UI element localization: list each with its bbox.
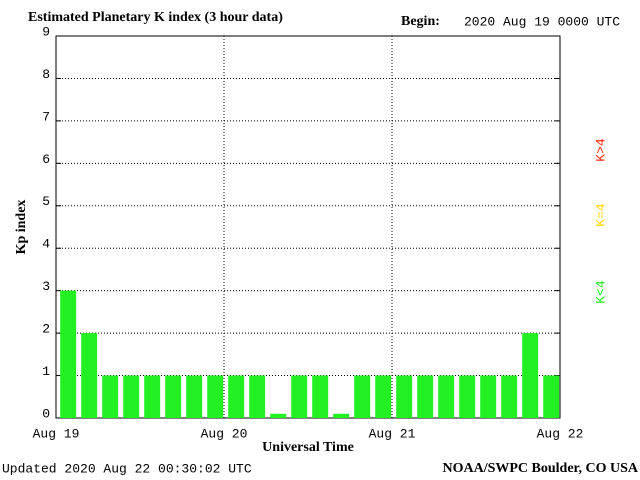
x-tick-label: Aug 20 <box>201 426 248 441</box>
begin-value: 2020 Aug 19 0000 UTC <box>464 14 620 29</box>
bar <box>438 375 455 418</box>
y-tick-label: 6 <box>42 152 50 167</box>
y-tick-label: 8 <box>42 67 50 82</box>
bar <box>375 375 392 418</box>
bar <box>291 375 308 418</box>
bar <box>312 375 329 418</box>
bar <box>522 333 539 418</box>
bar <box>501 375 518 418</box>
bar <box>543 375 560 418</box>
y-tick-label: 9 <box>42 24 50 39</box>
y-tick-label: 7 <box>42 109 50 124</box>
chart-title: Estimated Planetary K index (3 hour data… <box>28 10 283 25</box>
y-tick-label: 0 <box>42 406 50 421</box>
bar <box>123 375 140 418</box>
y-axis-label: Kp index <box>14 200 29 255</box>
bar <box>396 375 413 418</box>
x-axis-label: Universal Time <box>262 440 354 455</box>
bar <box>165 375 182 418</box>
x-tick-label: Aug 21 <box>369 426 416 441</box>
y-tick-label: 3 <box>42 279 50 294</box>
bar <box>207 375 224 418</box>
y-tick-label: 1 <box>42 364 50 379</box>
bar <box>480 375 497 418</box>
y-tick-label: 5 <box>42 194 50 209</box>
bar <box>186 375 203 418</box>
x-tick-label: Aug 22 <box>537 426 584 441</box>
bar <box>102 375 119 418</box>
bar <box>81 333 98 418</box>
source: NOAA/SWPC Boulder, CO USA <box>442 461 638 476</box>
bar <box>144 375 161 418</box>
updated: Updated 2020 Aug 22 00:30:02 UTC <box>2 461 252 476</box>
legend-entry: K<4 <box>593 280 608 304</box>
plot-frame <box>55 35 561 419</box>
bar <box>354 375 371 418</box>
bar <box>459 375 476 418</box>
bar <box>60 290 77 418</box>
y-tick-label: 4 <box>42 237 50 252</box>
legend-entry: K=4 <box>593 203 608 227</box>
bar <box>249 375 266 418</box>
legend-entry: K>4 <box>593 138 608 162</box>
bar <box>333 413 350 418</box>
bar <box>228 375 245 418</box>
y-tick-label: 2 <box>42 322 50 337</box>
bar <box>417 375 434 418</box>
x-tick-label: Aug 19 <box>33 426 80 441</box>
begin-label: Begin: <box>401 14 440 29</box>
bar <box>270 413 287 418</box>
